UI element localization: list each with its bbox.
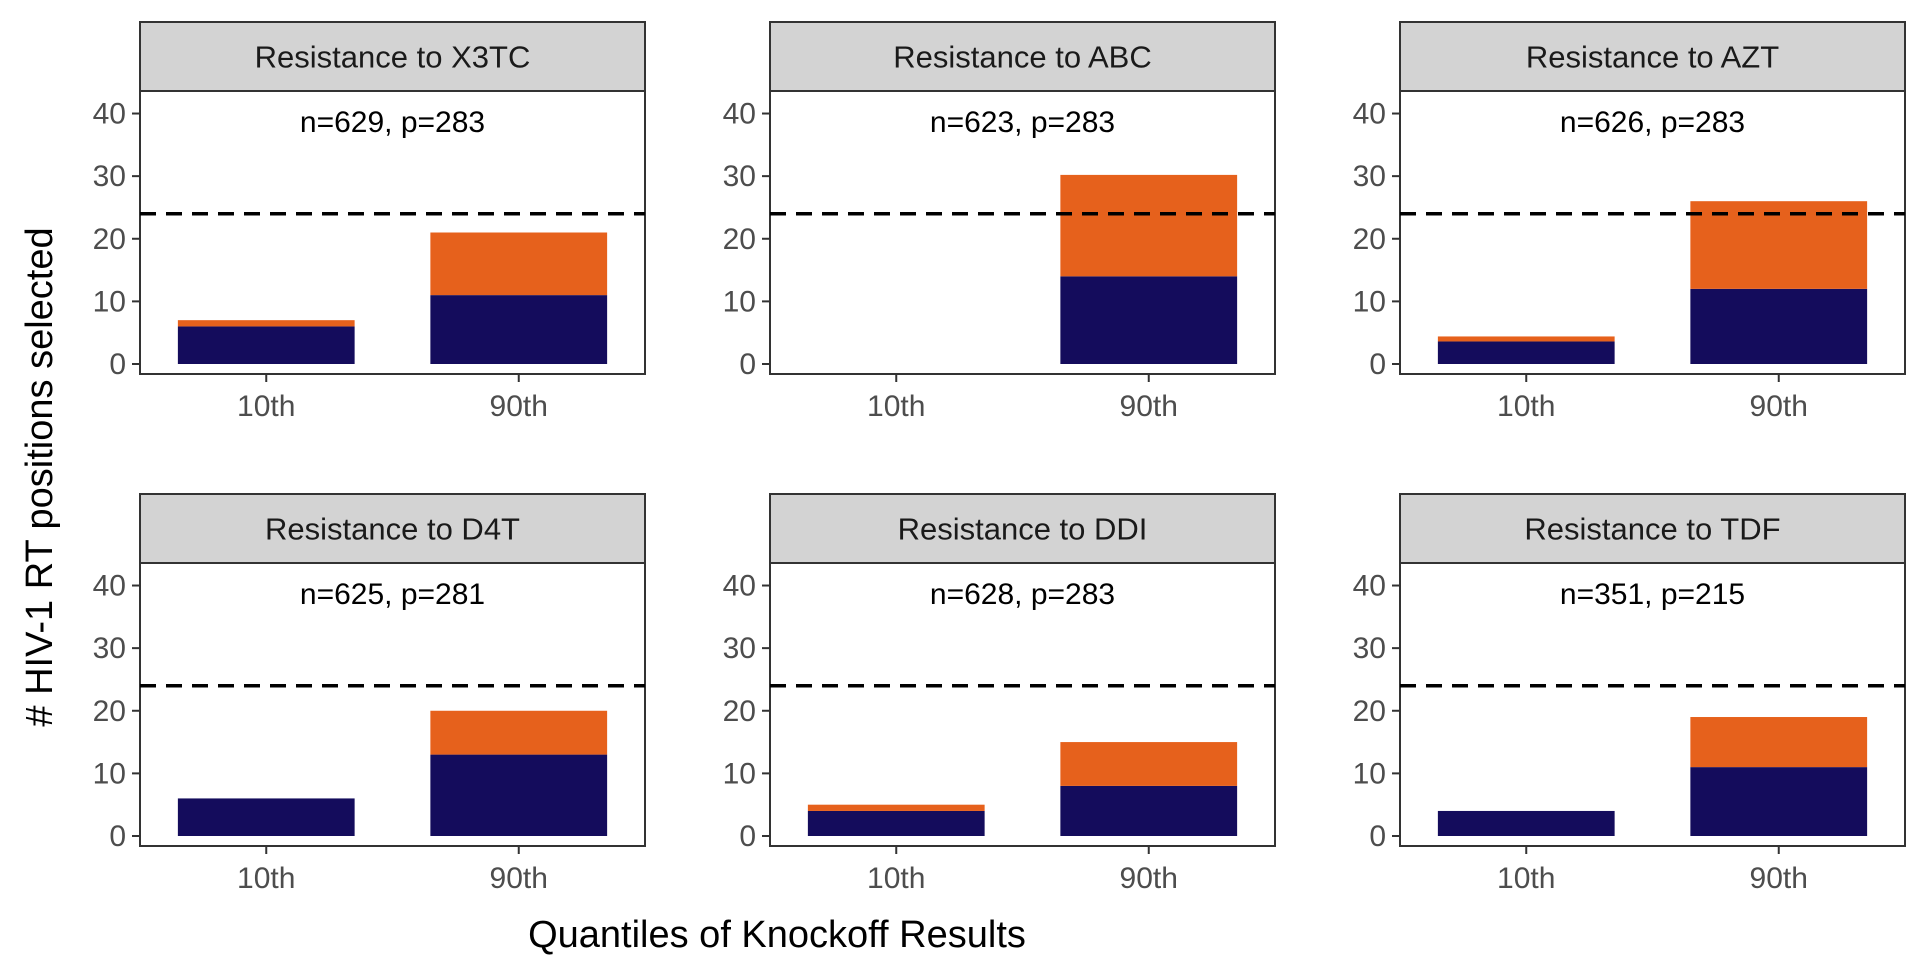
y-tick-label: 10 xyxy=(723,285,756,318)
y-tick-label: 0 xyxy=(1369,348,1386,381)
facet-strip xyxy=(1399,21,1906,92)
y-tick-label: 30 xyxy=(723,632,756,665)
bar-segment xyxy=(807,810,985,836)
y-tick-label: 30 xyxy=(93,160,126,193)
x-tick-label: 10th xyxy=(867,390,925,423)
panel-annotation: n=629, p=283 xyxy=(300,106,485,139)
y-tick-label: 0 xyxy=(109,820,126,853)
bar-segment xyxy=(430,754,608,836)
bar-segment xyxy=(1690,201,1868,289)
facet-panel: Resistance to AZT 0 10 20 30 40 10th 90th n=626,… xyxy=(1353,21,1906,423)
panel-annotation: n=623, p=283 xyxy=(930,106,1115,139)
facet-strip xyxy=(139,21,646,92)
x-tick-label: 10th xyxy=(1497,862,1555,895)
x-tick-label: 10th xyxy=(237,862,295,895)
panel-annotation: n=625, p=281 xyxy=(300,578,485,611)
y-tick-label: 20 xyxy=(93,695,126,728)
bar-segment xyxy=(1690,288,1868,364)
bar-segment xyxy=(1690,767,1868,836)
x-tick-label: 10th xyxy=(867,862,925,895)
y-tick-label: 20 xyxy=(1353,223,1386,256)
x-axis-title: Quantiles of Knockoff Results xyxy=(528,914,1026,956)
bar-segment xyxy=(430,232,608,296)
panel-annotation: n=626, p=283 xyxy=(1560,106,1745,139)
bar-segment xyxy=(1060,785,1238,836)
facet-title: Resistance to D4T xyxy=(265,512,520,547)
bar-segment xyxy=(1690,717,1868,768)
x-tick-label: 10th xyxy=(1497,390,1555,423)
facet-title: Resistance to ABC xyxy=(893,40,1151,75)
facet-panel: Resistance to DDI 0 10 20 30 40 10th 90th n=628,… xyxy=(723,493,1276,895)
y-tick-label: 30 xyxy=(93,632,126,665)
y-tick-label: 0 xyxy=(109,348,126,381)
x-tick-label: 90th xyxy=(490,862,548,895)
y-axis-title: # HIV-1 RT positions selected xyxy=(19,227,61,726)
y-tick-label: 40 xyxy=(1353,570,1386,603)
y-tick-label: 30 xyxy=(1353,160,1386,193)
y-tick-label: 40 xyxy=(93,570,126,603)
y-tick-label: 30 xyxy=(723,160,756,193)
facet-panel: Resistance to D4T 0 10 20 30 40 10th 90th n=625,… xyxy=(93,493,646,895)
bar-segment xyxy=(1437,336,1615,342)
x-tick-label: 90th xyxy=(1750,390,1808,423)
bar-segment xyxy=(177,798,355,836)
facet-title: Resistance to TDF xyxy=(1524,512,1780,547)
y-tick-label: 10 xyxy=(1353,285,1386,318)
panels-group: Resistance to X3TC 0 10 20 30 40 10th 90th n=629… xyxy=(93,21,1906,895)
bar-segment xyxy=(1060,276,1238,364)
panel-annotation: n=351, p=215 xyxy=(1560,578,1745,611)
bar-segment xyxy=(1437,810,1615,836)
x-tick-label: 90th xyxy=(1120,862,1178,895)
y-tick-label: 20 xyxy=(723,695,756,728)
bar-segment xyxy=(430,295,608,364)
bar-segment xyxy=(807,804,985,811)
bar-segment xyxy=(1060,742,1238,786)
facet-title: Resistance to X3TC xyxy=(255,40,531,75)
x-tick-label: 90th xyxy=(1750,862,1808,895)
y-tick-label: 10 xyxy=(93,285,126,318)
y-tick-label: 10 xyxy=(1353,757,1386,790)
y-tick-label: 20 xyxy=(723,223,756,256)
bar-segment xyxy=(430,710,608,755)
facet-strip xyxy=(139,493,646,564)
facet-strip xyxy=(1399,493,1906,564)
x-tick-label: 90th xyxy=(1120,390,1178,423)
y-tick-label: 20 xyxy=(1353,695,1386,728)
y-tick-label: 0 xyxy=(739,820,756,853)
bar-segment xyxy=(177,320,355,327)
y-tick-label: 40 xyxy=(723,98,756,131)
facet-title: Resistance to AZT xyxy=(1526,40,1779,75)
y-tick-label: 10 xyxy=(723,757,756,790)
y-tick-label: 10 xyxy=(93,757,126,790)
facet-panel: Resistance to X3TC 0 10 20 30 40 10th 90th n=629… xyxy=(93,21,646,423)
panel-annotation: n=628, p=283 xyxy=(930,578,1115,611)
facet-panel: Resistance to TDF 0 10 20 30 40 10th 90th n=351,… xyxy=(1353,493,1906,895)
facet-strip xyxy=(769,493,1276,564)
bar-segment xyxy=(1437,341,1615,364)
x-tick-label: 10th xyxy=(237,390,295,423)
facet-strip xyxy=(769,21,1276,92)
y-tick-label: 40 xyxy=(1353,98,1386,131)
bar-segment xyxy=(1060,174,1238,277)
y-tick-label: 40 xyxy=(93,98,126,131)
y-tick-label: 40 xyxy=(723,570,756,603)
bar-segment xyxy=(177,326,355,364)
facet-panel: Resistance to ABC 0 10 20 30 40 10th 90th n=623,… xyxy=(723,21,1276,423)
y-tick-label: 0 xyxy=(1369,820,1386,853)
x-tick-label: 90th xyxy=(490,390,548,423)
y-tick-label: 30 xyxy=(1353,632,1386,665)
y-tick-label: 0 xyxy=(739,348,756,381)
y-tick-label: 20 xyxy=(93,223,126,256)
facet-title: Resistance to DDI xyxy=(898,512,1148,547)
